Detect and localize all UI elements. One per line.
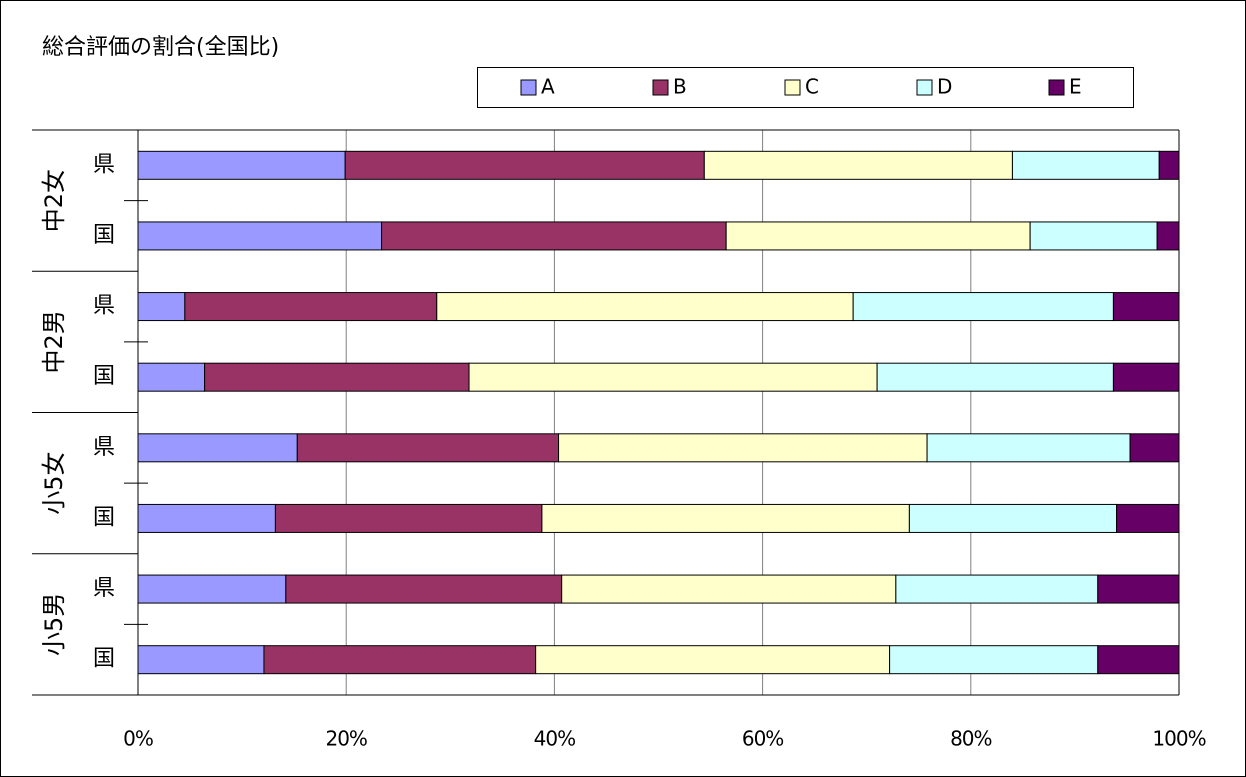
legend [477, 67, 1134, 108]
bar-segment [436, 292, 854, 322]
bar-segment [344, 150, 705, 180]
bar-segment [895, 574, 1099, 604]
legend-label: B [673, 75, 687, 99]
bar-segment [137, 433, 298, 463]
bar-segment [876, 362, 1114, 392]
bar-segment [274, 503, 543, 533]
group-label: 小5男 [40, 593, 68, 656]
bar-segment [908, 503, 1118, 533]
legend-swatch [784, 79, 801, 96]
bar-segment [535, 645, 891, 675]
y-tick-label: 国 [93, 364, 115, 389]
bar-segment [137, 362, 206, 392]
legend-swatch [652, 79, 669, 96]
bar-segment [468, 362, 878, 392]
y-tick-label: 県 [93, 435, 115, 460]
bar-segment [263, 645, 537, 675]
bar-segment [889, 645, 1099, 675]
bar-segment [1129, 433, 1180, 463]
bar-segment [1112, 362, 1180, 392]
bar-segment [137, 292, 186, 322]
legend-label: C [805, 75, 819, 99]
group-label: 中2男 [40, 310, 68, 373]
x-tick-label: 40% [534, 727, 575, 751]
bar-segment [137, 221, 383, 251]
legend-swatch [916, 79, 933, 96]
x-tick-label: 100% [1152, 727, 1205, 751]
bar-segment [204, 362, 470, 392]
bar-segment [381, 221, 727, 251]
bar-segment [926, 433, 1131, 463]
bar-segment [1097, 645, 1180, 675]
bar-segment [137, 503, 276, 533]
y-tick-label: 県 [93, 294, 115, 319]
y-tick-label: 国 [93, 223, 115, 248]
bar-segment [1029, 221, 1158, 251]
y-tick-label: 県 [93, 576, 115, 601]
bar-segment [725, 221, 1031, 251]
bar-segment [1112, 292, 1180, 322]
bar-segment [1116, 503, 1180, 533]
y-tick-label: 国 [93, 505, 115, 530]
y-tick-label: 県 [93, 152, 115, 177]
legend-label: E [1069, 75, 1082, 99]
bar-segment [1011, 150, 1160, 180]
group-label: 小5女 [40, 451, 68, 514]
y-tick-label: 国 [93, 647, 115, 672]
bar-segment [852, 292, 1114, 322]
bar-segment [541, 503, 910, 533]
chart-title: 総合評価の割合(全国比) [42, 35, 279, 60]
bar-segment [1097, 574, 1180, 604]
bar-segment [703, 150, 1013, 180]
x-tick-label: 0% [123, 727, 153, 751]
bar-segment [137, 645, 265, 675]
x-tick-label: 60% [742, 727, 783, 751]
legend-label: A [541, 75, 555, 99]
bar-segment [296, 433, 560, 463]
bar-segment [184, 292, 438, 322]
x-tick-label: 80% [950, 727, 991, 751]
legend-swatch [1048, 79, 1065, 96]
bar-segment [561, 574, 897, 604]
bar-segment [1156, 221, 1180, 251]
bar-segment [137, 150, 346, 180]
bar-segment [285, 574, 563, 604]
x-tick-label: 20% [325, 727, 366, 751]
group-label: 中2女 [40, 169, 68, 232]
legend-swatch [520, 79, 537, 96]
bar-segment [558, 433, 928, 463]
plot-area [138, 130, 1179, 695]
bar-segment [137, 574, 287, 604]
legend-label: D [937, 75, 952, 99]
bar-segment [1158, 150, 1180, 180]
